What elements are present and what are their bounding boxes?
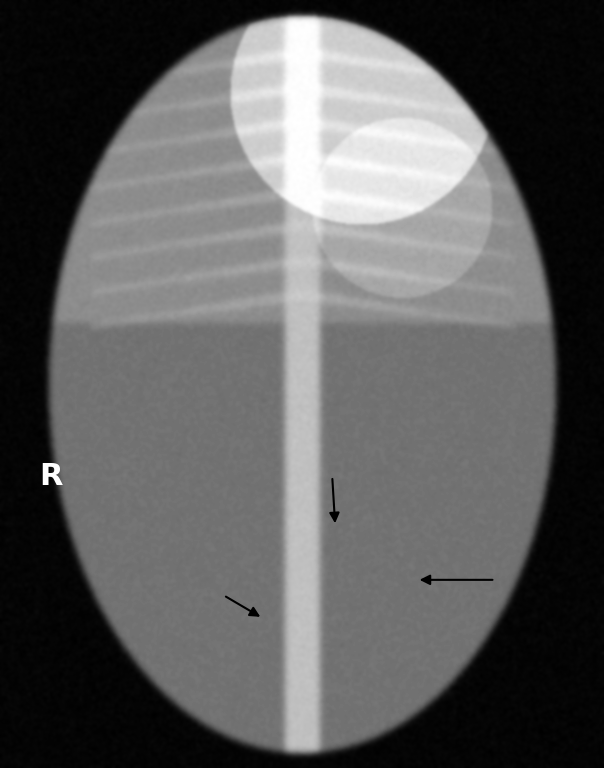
Text: R: R <box>40 462 63 491</box>
